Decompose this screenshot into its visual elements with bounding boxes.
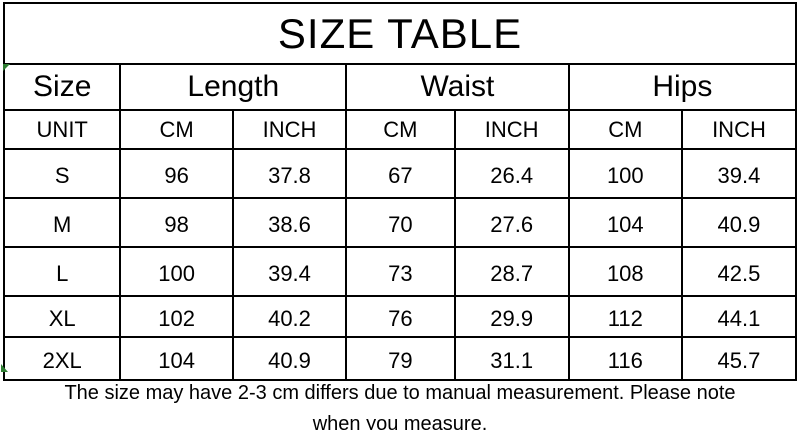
- value-cell: 98: [119, 197, 234, 248]
- value-cell: 42.5: [680, 246, 798, 297]
- value-cell: 31.1: [453, 336, 570, 381]
- value-cell: 116: [567, 336, 683, 381]
- value-cell: 70: [345, 197, 456, 248]
- value-cell: 96: [119, 148, 234, 199]
- hips-cm-header: CM: [567, 109, 683, 150]
- green-corner-marker-icon: [1, 364, 8, 372]
- group-header-length: Length: [119, 63, 348, 111]
- unit-row: UNIT CM INCH CM INCH CM INCH: [2, 109, 798, 150]
- value-cell: 104: [119, 336, 234, 381]
- table-row-xl: XL 102 40.2 76 29.9 112 44.1: [2, 295, 798, 338]
- value-cell: 112: [567, 295, 683, 338]
- group-header-waist: Waist: [345, 63, 570, 111]
- length-inch-header: INCH: [231, 109, 348, 150]
- green-corner-marker-icon: [3, 64, 10, 71]
- waist-cm-header: CM: [345, 109, 456, 150]
- hips-inch-header: INCH: [680, 109, 798, 150]
- value-cell: 44.1: [680, 295, 798, 338]
- size-cell: L: [2, 246, 122, 297]
- value-cell: 104: [567, 197, 683, 248]
- size-cell: M: [2, 197, 122, 248]
- size-cell: 2XL: [2, 336, 122, 381]
- size-table: SIZE TABLE Size Length Waist Hips UNIT C…: [2, 2, 798, 381]
- value-cell: 45.7: [680, 336, 798, 381]
- value-cell: 40.9: [680, 197, 798, 248]
- page-title: SIZE TABLE: [3, 2, 797, 65]
- value-cell: 27.6: [453, 197, 570, 248]
- value-cell: 76: [345, 295, 456, 338]
- value-cell: 40.2: [231, 295, 348, 338]
- group-header-size: Size: [2, 63, 122, 111]
- title-row: SIZE TABLE: [3, 2, 797, 65]
- value-cell: 67: [345, 148, 456, 199]
- value-cell: 26.4: [453, 148, 570, 199]
- value-cell: 40.9: [231, 336, 348, 381]
- value-cell: 29.9: [453, 295, 570, 338]
- value-cell: 100: [119, 246, 234, 297]
- value-cell: 38.6: [231, 197, 348, 248]
- value-cell: 39.4: [680, 148, 798, 199]
- value-cell: 73: [345, 246, 456, 297]
- table-row-s: S 96 37.8 67 26.4 100 39.4: [2, 148, 798, 199]
- table-row-m: M 98 38.6 70 27.6 104 40.9: [2, 197, 798, 248]
- value-cell: 28.7: [453, 246, 570, 297]
- value-cell: 37.8: [231, 148, 348, 199]
- value-cell: 79: [345, 336, 456, 381]
- unit-header: UNIT: [2, 109, 122, 150]
- group-header-hips: Hips: [567, 63, 798, 111]
- table-row-2xl: 2XL 104 40.9 79 31.1 116 45.7: [2, 336, 798, 381]
- value-cell: 100: [567, 148, 683, 199]
- value-cell: 102: [119, 295, 234, 338]
- column-group-row: Size Length Waist Hips: [2, 63, 798, 111]
- table-row-l: L 100 39.4 73 28.7 108 42.5: [2, 246, 798, 297]
- waist-inch-header: INCH: [453, 109, 570, 150]
- length-cm-header: CM: [119, 109, 234, 150]
- value-cell: 39.4: [231, 246, 348, 297]
- measurement-note: The size may have 2-3 cm differs due to …: [64, 382, 736, 430]
- size-cell: S: [2, 148, 122, 199]
- value-cell: 108: [567, 246, 683, 297]
- size-cell: XL: [2, 295, 122, 338]
